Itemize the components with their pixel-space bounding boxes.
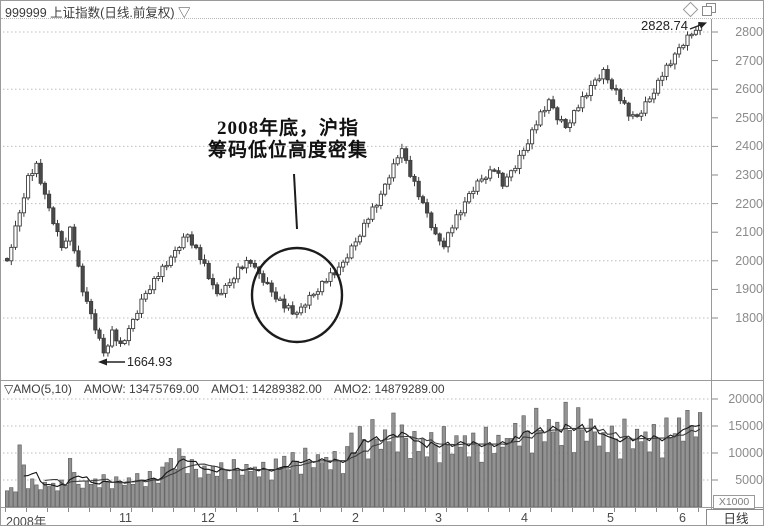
low-arrow (98, 358, 125, 366)
title-bar: 999999 上证指数(日线.前复权) ▽ (1, 1, 763, 20)
title-separator (1, 18, 763, 19)
note-line-2: 筹码低位高度密集 (207, 140, 368, 161)
symbol-title[interactable]: 999999 上证指数(日线.前复权) ▽ (5, 6, 191, 20)
amount-ma-lines (23, 423, 701, 488)
month-label: 5 (607, 511, 614, 525)
price-tick-label: 1900 (735, 282, 763, 297)
volume-tick-label: 10000 (728, 446, 763, 460)
price-tick-label: 2500 (735, 110, 763, 125)
price-tick-label: 2100 (735, 225, 763, 240)
accumulation-circle (250, 246, 344, 344)
price-tick-label: 2800 (735, 25, 763, 39)
price-tick-label: 2400 (735, 139, 763, 154)
amow-value: AMOW: 13475769.00 (83, 382, 200, 396)
month-label: 2008年 (6, 515, 47, 526)
price-tick-label: 2700 (735, 53, 763, 68)
panel-separator-line (1, 380, 763, 381)
volume-tick-label: 20000 (728, 392, 763, 406)
month-label: 6 (679, 511, 686, 525)
volume-multiplier-badge: X1000 (713, 495, 755, 509)
period-selector[interactable]: 日线 (706, 509, 763, 525)
price-tick-label: 2300 (735, 168, 763, 182)
month-label: 4 (521, 511, 528, 525)
indicator-name[interactable]: ▽AMO(5,10) (4, 382, 72, 396)
restore-icon[interactable] (702, 3, 716, 16)
volume-bars (5, 401, 703, 508)
date-axis-separator-line (1, 507, 763, 508)
chart-annotation-note: 2008年底，沪指 筹码低位高度密集 (197, 118, 379, 162)
month-label: 11 (119, 511, 132, 525)
axis-separator-line (711, 19, 712, 525)
month-label: 2 (352, 511, 359, 525)
date-tick-strip (5, 508, 707, 512)
main-gridlines (3, 31, 710, 319)
amo1-value: AMO1: 14289382.00 (211, 382, 322, 396)
note-pointer-line (293, 173, 298, 230)
price-tick-label: 2200 (735, 196, 763, 211)
restore-icon-front-square (702, 6, 712, 16)
month-label: 3 (435, 511, 442, 525)
price-tick-label: 2000 (735, 253, 763, 268)
volume-tick-label: 15000 (728, 419, 763, 433)
high-arrow (689, 22, 707, 30)
note-line-1: 2008年底，沪指 (216, 118, 359, 139)
amo2-value: AMO2: 14879289.00 (333, 382, 445, 396)
last-price-label: 2828.74 (641, 18, 688, 33)
price-tick-label: 1800 (735, 311, 763, 325)
volume-tick-label: 5000 (735, 473, 763, 487)
month-label: 1 (292, 511, 299, 525)
price-tick-label: 2600 (735, 82, 763, 97)
month-label: 12 (201, 511, 215, 525)
indicator-header: ▽AMO(5,10) AMOW: 13475769.00 AMO1: 14289… (4, 382, 445, 396)
axis-tick-marks (712, 31, 718, 481)
low-price-label: 1664.93 (127, 355, 173, 369)
candlestick-series (5, 22, 703, 357)
